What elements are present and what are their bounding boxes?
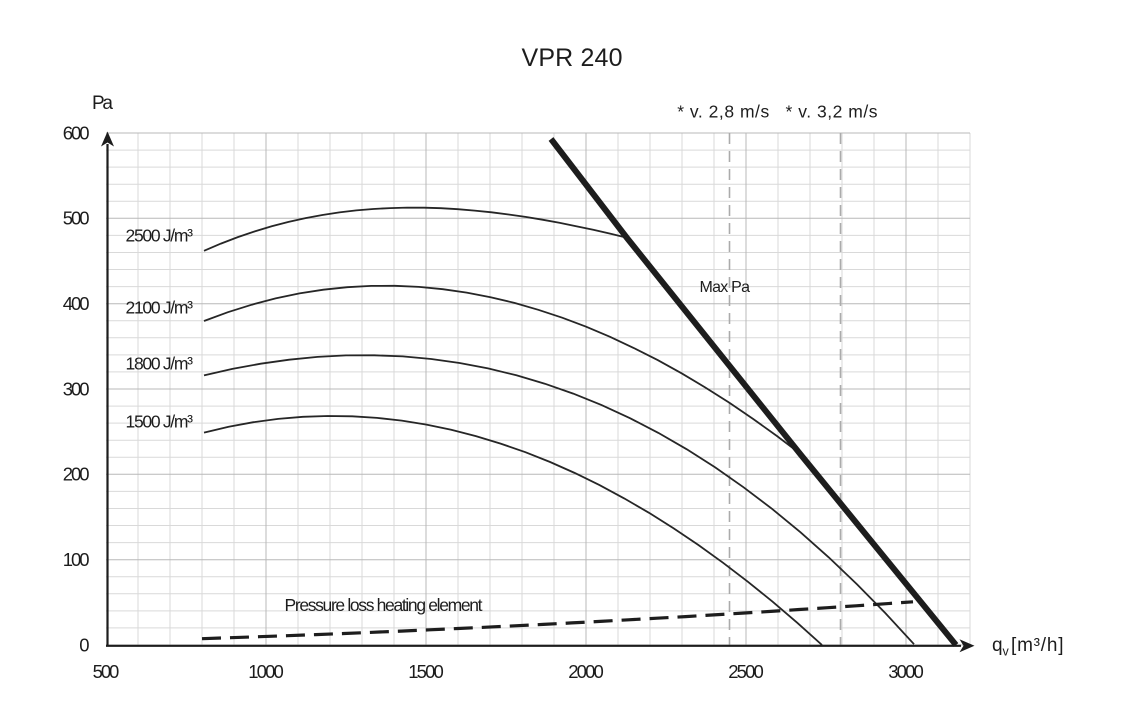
svg-text:2100 J/m³: 2100 J/m³ bbox=[126, 298, 194, 318]
svg-text:[m³/h]: [m³/h] bbox=[1011, 635, 1064, 656]
svg-text:* v. 3,2 m/s: * v. 3,2 m/s bbox=[786, 102, 878, 122]
svg-text:2500 J/m³: 2500 J/m³ bbox=[126, 226, 194, 246]
svg-text:Max Pa: Max Pa bbox=[700, 279, 751, 296]
svg-text:q: q bbox=[992, 635, 1003, 656]
svg-text:500: 500 bbox=[63, 208, 90, 229]
svg-text:Pa: Pa bbox=[92, 93, 113, 114]
svg-text:* v. 2,8 m/s: * v. 2,8 m/s bbox=[677, 102, 769, 122]
svg-text:VPR 240: VPR 240 bbox=[522, 44, 623, 72]
svg-text:1000: 1000 bbox=[248, 661, 284, 682]
svg-text:Pressure loss heating element: Pressure loss heating element bbox=[285, 595, 483, 615]
svg-text:600: 600 bbox=[63, 122, 90, 143]
svg-text:0: 0 bbox=[79, 634, 89, 655]
svg-text:1500 J/m³: 1500 J/m³ bbox=[126, 412, 194, 432]
svg-text:100: 100 bbox=[63, 549, 90, 570]
svg-text:500: 500 bbox=[93, 661, 120, 682]
svg-text:300: 300 bbox=[63, 378, 90, 399]
svg-text:2500: 2500 bbox=[728, 661, 764, 682]
svg-text:400: 400 bbox=[63, 293, 90, 314]
svg-text:1500: 1500 bbox=[408, 661, 444, 682]
svg-text:v: v bbox=[1003, 645, 1010, 659]
svg-text:200: 200 bbox=[63, 464, 90, 485]
svg-text:2000: 2000 bbox=[568, 661, 604, 682]
svg-text:1800 J/m³: 1800 J/m³ bbox=[126, 354, 194, 374]
svg-text:3000: 3000 bbox=[888, 661, 924, 682]
